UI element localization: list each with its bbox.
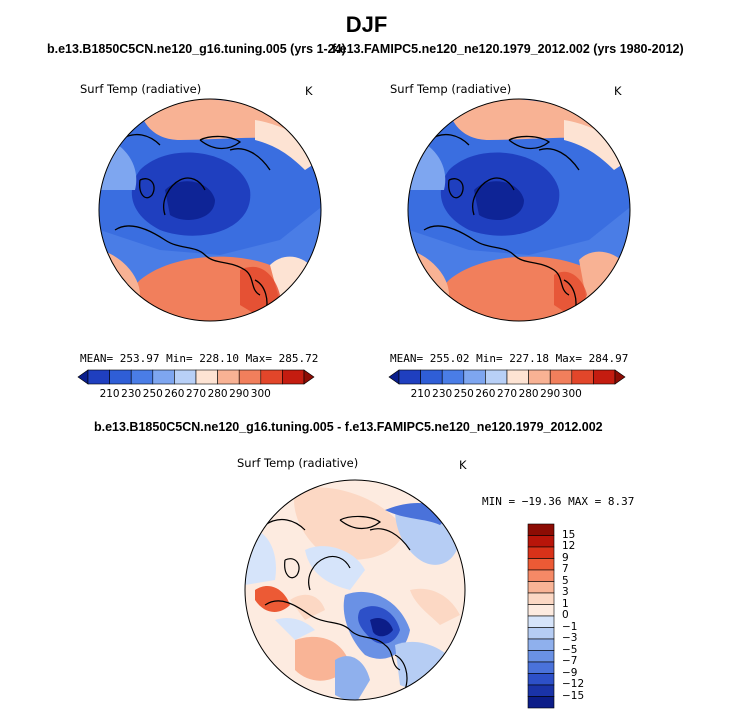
left-stats: MEAN= 253.97 Min= 228.10 Max= 285.72 [80, 352, 319, 365]
colorbar-swatch [260, 369, 283, 385]
colorbar-swatch [109, 369, 132, 385]
colorbar-tick-label: 270 [185, 388, 207, 400]
left-colorbar-labels: 210 230 250 260 270 280 290 300 [78, 388, 314, 402]
colorbar-swatch [614, 369, 626, 385]
colorbar-tick-label: −15 [562, 689, 585, 702]
diff-polar-map [244, 479, 466, 701]
colorbar-swatch [527, 661, 555, 674]
colorbar-tick-label: 1 [562, 597, 569, 610]
colorbar-swatch [527, 650, 555, 663]
colorbar-tick-label: 3 [562, 586, 569, 598]
colorbar-tick-label: 280 [518, 388, 539, 400]
colorbar-tick-label: −5 [562, 643, 578, 656]
right-polar-map [407, 98, 631, 322]
colorbar-swatch [527, 673, 555, 686]
colorbar-tick-label: 0 [562, 609, 569, 621]
colorbar-tick-label: 12 [562, 540, 576, 552]
right-panel-title: f.e13.FAMIPC5.ne120_ne120.1979_2012.002 … [332, 42, 684, 56]
colorbar-swatch [527, 592, 555, 605]
colorbar-swatch [506, 369, 529, 385]
colorbar-tick-label: 210 [99, 388, 120, 400]
colorbar-swatch [130, 369, 154, 385]
colorbar-tick-label: 230 [432, 388, 453, 400]
diff-panel-title: b.e13.B1850C5CN.ne120_g16.tuning.005 - f… [94, 420, 603, 434]
colorbar-swatch [527, 604, 555, 617]
colorbar-swatch [441, 369, 465, 385]
left-polar-map [98, 98, 322, 322]
colorbar-tick-label: −7 [562, 655, 578, 667]
colorbar-tick-label: 260 [164, 388, 185, 400]
colorbar-tick-label: 300 [250, 388, 271, 400]
colorbar-tick-label: 280 [207, 388, 228, 400]
colorbar-swatch [593, 369, 616, 385]
colorbar-tick-label: 250 [142, 388, 163, 400]
colorbar-swatch [398, 369, 421, 385]
colorbar-swatch [77, 369, 89, 385]
right-variable-label: Surf Temp (radiative) [390, 82, 512, 96]
left-units-label: K [305, 84, 313, 98]
colorbar-swatch [527, 523, 555, 536]
colorbar-tick-label: −3 [562, 632, 578, 644]
colorbar-swatch [527, 581, 555, 594]
left-colorbar [77, 369, 315, 385]
colorbar-tick-label: 5 [562, 574, 569, 587]
colorbar-swatch [303, 369, 315, 385]
colorbar-tick-label: 15 [562, 528, 576, 541]
colorbar-tick-label: 9 [562, 551, 569, 564]
right-colorbar-labels: 210 230 250 260 270 280 290 300 [389, 388, 625, 402]
right-stats: MEAN= 255.02 Min= 227.18 Max= 284.97 [390, 352, 629, 365]
colorbar-tick-label: 260 [475, 388, 496, 400]
colorbar-swatch [195, 369, 218, 385]
colorbar-tick-label: 230 [121, 388, 142, 400]
colorbar-tick-label: −9 [562, 666, 578, 679]
colorbar-swatch [527, 546, 555, 559]
colorbar-tick-label: 7 [562, 563, 569, 575]
colorbar-swatch [527, 684, 555, 697]
colorbar-swatch [527, 535, 555, 548]
right-colorbar [388, 369, 626, 385]
diff-colorbar [527, 523, 555, 709]
colorbar-swatch [282, 369, 305, 385]
colorbar-swatch [174, 369, 197, 385]
colorbar-swatch [527, 615, 555, 628]
colorbar-swatch [420, 369, 443, 385]
main-title: DJF [345, 12, 388, 37]
left-variable-label: Surf Temp (radiative) [80, 82, 202, 96]
colorbar-tick-label: 300 [561, 388, 582, 400]
colorbar-swatch [217, 369, 240, 385]
colorbar-swatch [485, 369, 508, 385]
diff-variable-label: Surf Temp (radiative) [237, 456, 359, 470]
colorbar-tick-label: 250 [453, 388, 474, 400]
colorbar-tick-label: 210 [410, 388, 431, 400]
colorbar-tick-label: 270 [496, 388, 518, 400]
colorbar-swatch [388, 369, 400, 385]
diff-colorbar-labels: 15 12 9 7 5 3 1 0 −1 −3 −5 −7 −9 −12 −15 [562, 524, 602, 708]
colorbar-swatch [571, 369, 594, 385]
right-units-label: K [614, 84, 622, 98]
colorbar-tick-label: 290 [229, 388, 250, 400]
colorbar-swatch [528, 369, 551, 385]
colorbar-swatch [238, 369, 262, 385]
colorbar-swatch [549, 369, 573, 385]
colorbar-swatch [463, 369, 486, 385]
colorbar-tick-label: −1 [562, 620, 578, 633]
diff-units-label: K [459, 458, 467, 472]
colorbar-swatch [87, 369, 110, 385]
colorbar-swatch [152, 369, 175, 385]
colorbar-swatch [527, 638, 555, 651]
colorbar-tick-label: −12 [562, 678, 585, 690]
colorbar-tick-label: 290 [540, 388, 561, 400]
diff-stats: MIN = −19.36 MAX = 8.37 [482, 495, 635, 508]
colorbar-swatch [527, 558, 555, 571]
colorbar-swatch [527, 627, 555, 640]
colorbar-swatch [527, 696, 555, 709]
colorbar-swatch [527, 569, 555, 582]
left-panel-title: b.e13.B1850C5CN.ne120_g16.tuning.005 (yr… [47, 42, 346, 56]
